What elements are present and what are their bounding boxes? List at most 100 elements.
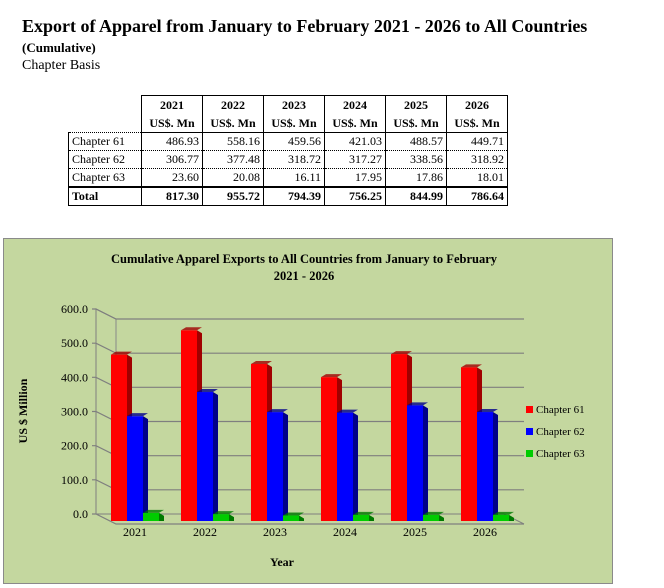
table-cell: 459.56: [263, 132, 325, 151]
table-cell: 306.77: [141, 150, 203, 169]
bar-top-chapter-61: [181, 327, 202, 331]
bar-chapter-61: [111, 354, 127, 521]
table-cell: 421.03: [324, 132, 386, 151]
gridline: [92, 376, 524, 388]
table-cell: 318.92: [446, 150, 508, 169]
legend-label: Chapter 61: [536, 404, 585, 416]
table-cell: 18.01: [446, 168, 508, 188]
table-cell: 318.72: [263, 150, 325, 169]
bar-top-chapter-63: [353, 511, 374, 515]
bar-chapter-63: [353, 514, 369, 521]
bar-chapter-61: [461, 367, 477, 521]
x-axis-title: Year: [270, 555, 295, 569]
bar-top-chapter-63: [213, 511, 234, 515]
bar-top-chapter-63: [493, 511, 514, 515]
total-cell: 844.99: [385, 186, 447, 206]
bar-side-chapter-63: [369, 514, 374, 521]
table-cell: 377.48: [202, 150, 264, 169]
bar-chapter-63: [143, 512, 159, 521]
y-tick-label: 300.0: [61, 405, 88, 419]
bar-chapter-62: [197, 392, 213, 521]
bar-chapter-63: [493, 514, 509, 521]
bar-top-chapter-62: [197, 389, 218, 393]
x-tick-label: 2023: [263, 525, 287, 539]
bar-chapter-63: [283, 515, 299, 521]
table-row: Chapter 63 23.60 20.08 16.11 17.95 17.86 18.01: [68, 168, 508, 188]
table-row: Chapter 61 486.93 558.16 459.56 421.03 488.57…: [68, 132, 508, 151]
bar-top-chapter-63: [143, 509, 164, 513]
legend-label: Chapter 63: [536, 448, 585, 460]
page-title: Export of Apparel from January to Februa…: [22, 16, 588, 36]
export-table: 2021 2022 2023 2024 2025 2026 US$. Mn US$. Mn US…: [68, 95, 508, 206]
table-cell: 317.27: [324, 150, 386, 169]
x-tick-label: 2024: [333, 525, 357, 539]
y-tick-label: 500.0: [61, 336, 88, 350]
chart-title-line2: 2021 - 2026: [274, 269, 334, 283]
bar-top-chapter-61: [111, 351, 132, 355]
bar-chapter-62: [407, 405, 423, 521]
table-cell: 488.57: [385, 132, 447, 151]
table-cell: 486.93: [141, 132, 203, 151]
legend-swatch: [526, 428, 533, 435]
table-cell: 449.71: [446, 132, 508, 151]
gridline: [92, 513, 524, 525]
bar-chapter-63: [423, 514, 439, 521]
chart-area: 0.0 100.0 200.0 300.0 400.0 500.0 600.0 2021 202…: [3, 238, 613, 584]
bar-top-chapter-61: [321, 374, 342, 378]
unit-header: US$. Mn: [202, 114, 264, 133]
y-axis-title: US $ Million: [16, 378, 30, 443]
row-label: Chapter 61: [68, 132, 142, 151]
row-label: Total: [68, 186, 142, 206]
table-cell: 338.56: [385, 150, 447, 169]
bar-side-chapter-62: [493, 412, 498, 521]
bar-side-chapter-63: [299, 515, 304, 521]
bar-side-chapter-62: [213, 392, 218, 521]
bar-top-chapter-61: [251, 360, 272, 364]
legend-label: Chapter 62: [536, 426, 585, 438]
total-cell: 955.72: [202, 186, 264, 206]
corner: [69, 114, 142, 133]
unit-header: US$. Mn: [324, 114, 386, 133]
x-tick-label: 2021: [123, 525, 147, 539]
bar-chapter-62: [267, 412, 283, 521]
bar-side-chapter-62: [353, 412, 358, 521]
bar-side-chapter-62: [283, 412, 288, 521]
row-label: Chapter 63: [68, 168, 142, 188]
bar-chapter-62: [337, 412, 353, 521]
bar-top-chapter-62: [127, 413, 148, 417]
total-cell: 817.30: [141, 186, 203, 206]
bar-chapter-61: [181, 330, 197, 521]
bar-chapter-63: [213, 514, 229, 521]
y-tick-label: 400.0: [61, 370, 88, 384]
basis-label: Chapter Basis: [22, 58, 101, 73]
bar-top-chapter-62: [337, 409, 358, 413]
legend-swatch: [526, 450, 533, 457]
y-tick-label: 0.0: [73, 507, 88, 521]
bar-chapter-61: [251, 363, 267, 521]
bar-top-chapter-63: [423, 511, 444, 515]
unit-header: US$. Mn: [385, 114, 447, 133]
x-tick-label: 2022: [193, 525, 217, 539]
gridline: [92, 445, 524, 457]
bar-side-chapter-62: [423, 405, 428, 521]
total-cell: 786.64: [446, 186, 508, 206]
table-cell: 20.08: [202, 168, 264, 188]
year-header: 2023: [263, 95, 325, 114]
total-cell: 756.25: [324, 186, 386, 206]
unit-header: US$. Mn: [446, 114, 508, 133]
year-header: 2021: [141, 95, 203, 114]
gridline: [92, 479, 524, 491]
bar-top-chapter-62: [267, 409, 288, 413]
chart-title: Cumulative Apparel Exports to All Countr…: [111, 252, 498, 266]
year-header: 2024: [324, 95, 386, 114]
page-subtitle: (Cumulative): [22, 40, 96, 55]
row-label: Chapter 62: [68, 150, 142, 169]
bar-top-chapter-62: [407, 402, 428, 406]
gridline: [92, 410, 524, 423]
total-cell: 794.39: [263, 186, 325, 206]
gridline: [92, 342, 524, 354]
bar-top-chapter-62: [477, 409, 498, 413]
bar-chapter-61: [391, 354, 407, 521]
bar-chapter-61: [321, 377, 337, 521]
x-tick-label: 2025: [403, 525, 427, 539]
